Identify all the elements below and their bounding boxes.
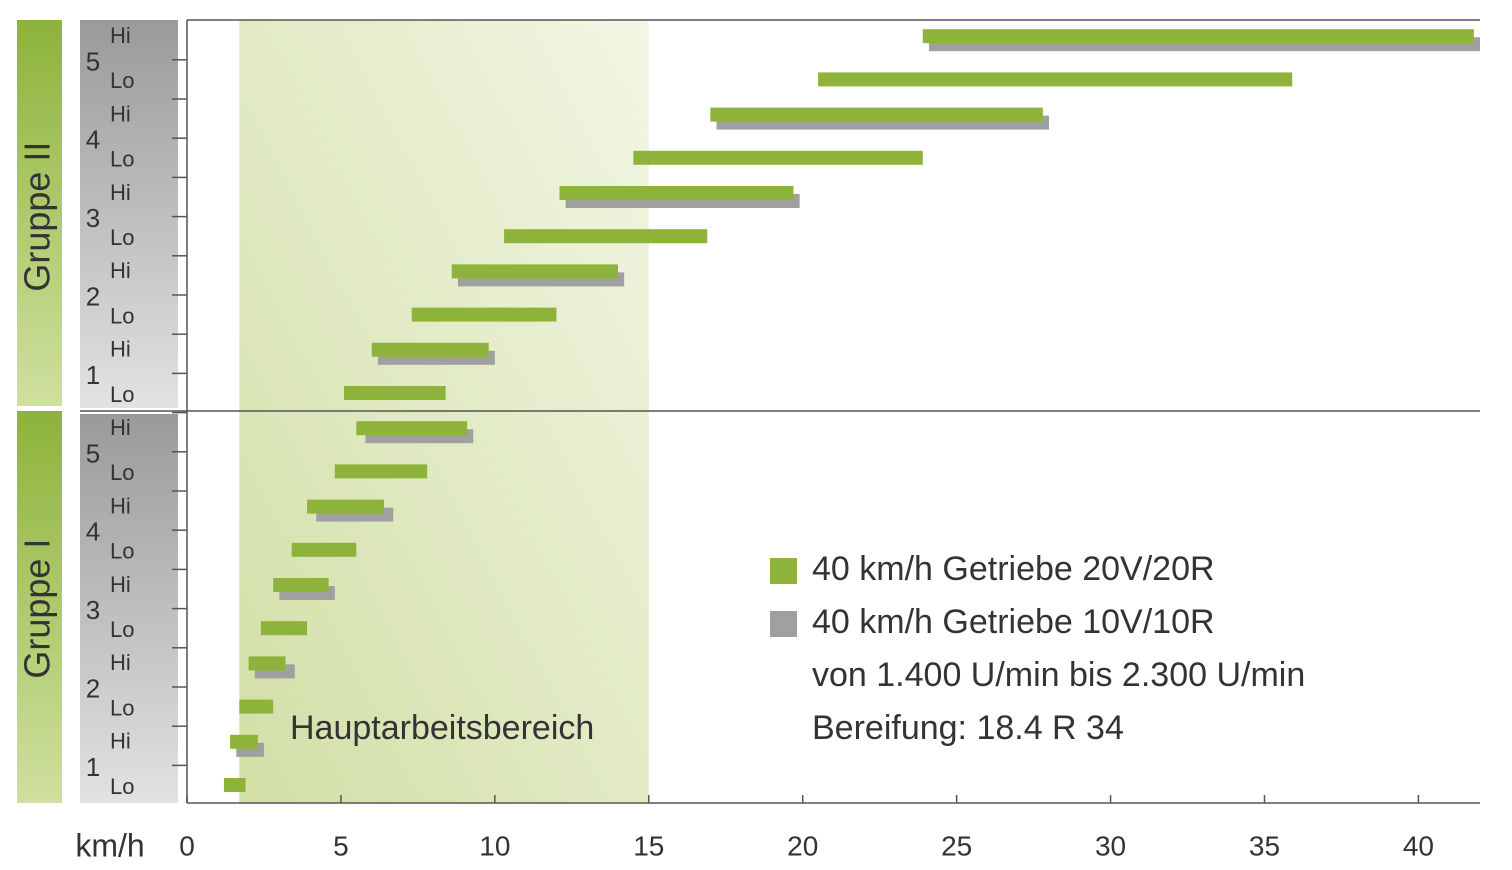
highlight-label: Hauptarbeitsbereich	[290, 709, 594, 747]
gear-label: 4	[86, 517, 100, 547]
range-label: Lo	[110, 460, 134, 485]
note: Bereifung: 18.4 R 34	[812, 709, 1124, 747]
gear-label: 1	[86, 752, 100, 782]
range-bar	[239, 699, 274, 714]
range-label: Lo	[110, 539, 134, 564]
range-bar	[260, 621, 308, 636]
range-bar	[559, 186, 794, 200]
range-label: Hi	[110, 258, 131, 283]
gear-label: 3	[86, 595, 100, 625]
range-label: Lo	[110, 774, 134, 799]
range-label: Hi	[110, 23, 131, 48]
range-bar	[633, 150, 923, 165]
range-label: Lo	[110, 147, 134, 172]
x-tick-label: 30	[1095, 830, 1126, 861]
x-tick-label: 15	[633, 830, 664, 861]
range-label: Hi	[110, 101, 131, 126]
range-label: Hi	[110, 729, 131, 754]
gear-label: 4	[86, 125, 100, 155]
range-bar	[710, 107, 1043, 122]
range-bar	[334, 464, 428, 479]
range-label: Hi	[110, 493, 131, 518]
range-label: Hi	[110, 572, 131, 597]
range-label: Lo	[110, 695, 134, 720]
range-bar	[504, 229, 708, 244]
gear-label: 2	[86, 673, 100, 703]
range-bar	[344, 386, 446, 400]
range-bar	[291, 542, 357, 557]
range-label: Lo	[110, 68, 134, 93]
range-bar	[230, 734, 258, 749]
range-bar	[273, 578, 329, 592]
range-label: Hi	[110, 337, 131, 362]
group-band	[17, 20, 62, 406]
gear-label: 3	[86, 203, 100, 233]
range-bar	[371, 342, 489, 357]
range-bar	[307, 499, 385, 514]
group-label: Gruppe I	[17, 539, 58, 679]
gear-label: 2	[86, 281, 100, 311]
gear-label: 5	[86, 46, 100, 76]
range-label: Hi	[110, 650, 131, 675]
x-tick-label: 40	[1403, 830, 1434, 861]
legend-label: 40 km/h Getriebe 10V/10R	[812, 603, 1215, 641]
x-tick-label: 5	[333, 830, 349, 861]
range-bar	[818, 72, 1293, 87]
group-label: Gruppe II	[17, 142, 58, 292]
row-label-band	[80, 20, 178, 408]
x-tick-label: 20	[787, 830, 818, 861]
x-tick-label: 25	[941, 830, 972, 861]
range-label: Lo	[110, 303, 134, 328]
group-band	[17, 411, 62, 803]
range-bar	[356, 421, 468, 436]
legend-swatch	[770, 558, 797, 584]
gear-label: 5	[86, 438, 100, 468]
range-bar	[451, 264, 618, 279]
x-axis-label: km/h	[75, 827, 144, 863]
range-label: Lo	[110, 382, 134, 407]
range-bar	[248, 656, 286, 671]
range-label: Lo	[110, 225, 134, 250]
x-tick-label: 0	[179, 830, 195, 861]
row-label-band	[80, 414, 178, 803]
range-bar	[922, 29, 1474, 44]
gear-label: 1	[86, 360, 100, 390]
range-bar	[411, 307, 557, 322]
range-label: Hi	[110, 415, 131, 440]
range-bar	[223, 778, 246, 792]
range-label: Hi	[110, 180, 131, 205]
x-tick-label: 35	[1249, 830, 1280, 861]
x-tick-label: 10	[479, 830, 510, 861]
range-label: Lo	[110, 617, 134, 642]
legend-label: 40 km/h Getriebe 20V/20R	[812, 550, 1215, 588]
note: von 1.400 U/min bis 2.300 U/min	[812, 656, 1305, 694]
legend-swatch	[770, 611, 797, 637]
